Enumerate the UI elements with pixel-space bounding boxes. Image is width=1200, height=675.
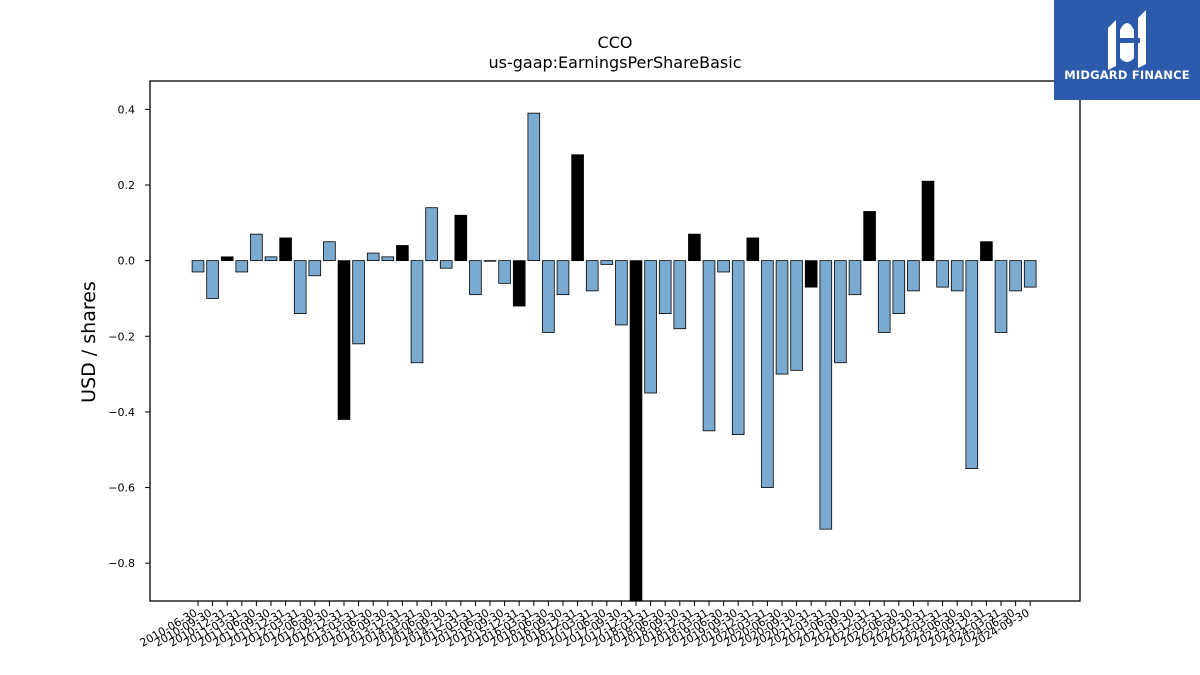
bar-2023-03-31 [936, 260, 949, 288]
bar-2012-03-31 [293, 260, 307, 314]
y-axis-label: USD / shares [78, 281, 100, 403]
brand-logo: MIDGARD FINANCE [1054, 0, 1200, 100]
bar-2013-06-30 [366, 252, 380, 262]
bar-2022-06-30 [892, 260, 906, 314]
bar-2013-09-30 [381, 256, 395, 262]
y-tick-label: −0.8 [108, 557, 135, 570]
bar-2022-03-31 [877, 260, 891, 333]
bar-2020-12-31 [804, 260, 818, 288]
y-tick-label: −0.2 [108, 330, 135, 343]
bar-2016-09-30 [556, 260, 570, 296]
bar-2015-12-31 [512, 260, 526, 307]
bar-2018-06-30 [658, 260, 672, 314]
bar-2018-03-31 [644, 260, 657, 394]
chart-subtitle: us-gaap:EarningsPerShareBasic [488, 53, 741, 72]
bar-2021-09-30 [848, 260, 862, 296]
bar-2018-09-30 [673, 260, 687, 330]
bar-2010-06-30 [191, 260, 205, 273]
bar-2010-09-30 [206, 260, 219, 299]
bar-2015-09-30 [498, 260, 511, 284]
bar-2012-09-30 [323, 241, 336, 262]
bar-2014-06-30 [425, 207, 438, 262]
bar-2019-12-31 [746, 237, 760, 262]
bar-2024-06-30 [1009, 260, 1022, 292]
bar-2019-06-30 [717, 260, 730, 273]
bar-2011-06-30 [250, 233, 263, 262]
bar-2011-12-31 [279, 237, 292, 262]
bar-2017-12-31 [629, 260, 643, 602]
bar-2023-12-31 [980, 241, 993, 262]
y-tick-label: 0.2 [118, 179, 136, 192]
y-tick-label: −0.6 [108, 482, 135, 495]
bar-2019-03-31 [702, 260, 716, 432]
y-tick-label: 0.0 [118, 255, 136, 268]
bar-2020-03-31 [761, 260, 774, 488]
bar-2023-09-30 [965, 260, 979, 470]
bar-2019-09-30 [731, 260, 745, 436]
y-axis: −0.8 −0.6 −0.4 −0.2 0.0 0.2 0.4 [108, 103, 150, 570]
bar-2016-12-31 [571, 154, 584, 262]
plot-frame [149, 80, 1081, 602]
mf-monogram-icon [1108, 10, 1146, 70]
bars-group [191, 112, 1037, 602]
bar-2021-06-30 [834, 260, 847, 364]
brand-name: MIDGARD FINANCE [1064, 68, 1190, 82]
bar-2014-12-31 [454, 214, 468, 262]
bar-2017-09-30 [615, 260, 628, 326]
bar-2010-12-31 [220, 256, 234, 262]
bar-2022-09-30 [907, 260, 920, 292]
bar-2011-09-30 [264, 256, 278, 262]
bar-2017-03-31 [585, 260, 599, 292]
bar-2020-09-30 [790, 260, 803, 371]
bar-2015-03-31 [469, 260, 482, 296]
bar-2021-03-31 [819, 260, 833, 530]
bar-2015-06-30 [483, 260, 497, 262]
bar-2024-09-30 [1023, 260, 1037, 288]
bar-2014-03-31 [410, 260, 424, 364]
bar-2012-12-31 [337, 260, 351, 420]
bar-2016-03-31 [527, 112, 541, 262]
bar-2016-06-30 [542, 260, 555, 333]
bar-2014-09-30 [439, 260, 453, 269]
bar-2018-12-31 [688, 233, 701, 262]
y-tick-label: 0.4 [118, 103, 136, 116]
bar-2011-03-31 [235, 260, 249, 273]
y-tick-label: −0.4 [108, 406, 135, 419]
bar-2012-06-30 [308, 260, 322, 277]
bar-2013-12-31 [396, 245, 409, 262]
bar-2024-03-31 [994, 260, 1008, 333]
bar-2017-06-30 [600, 260, 614, 265]
bar-2021-12-31 [863, 211, 876, 262]
bar-2013-03-31 [352, 260, 365, 345]
bar-2023-06-30 [950, 260, 964, 292]
x-axis: 2010-06-302010-09-302010-12-312011-03-31… [138, 601, 1032, 650]
bar-2020-06-30 [775, 260, 789, 375]
chart-title: CCO [598, 33, 633, 52]
bar-2022-12-31 [921, 180, 935, 262]
